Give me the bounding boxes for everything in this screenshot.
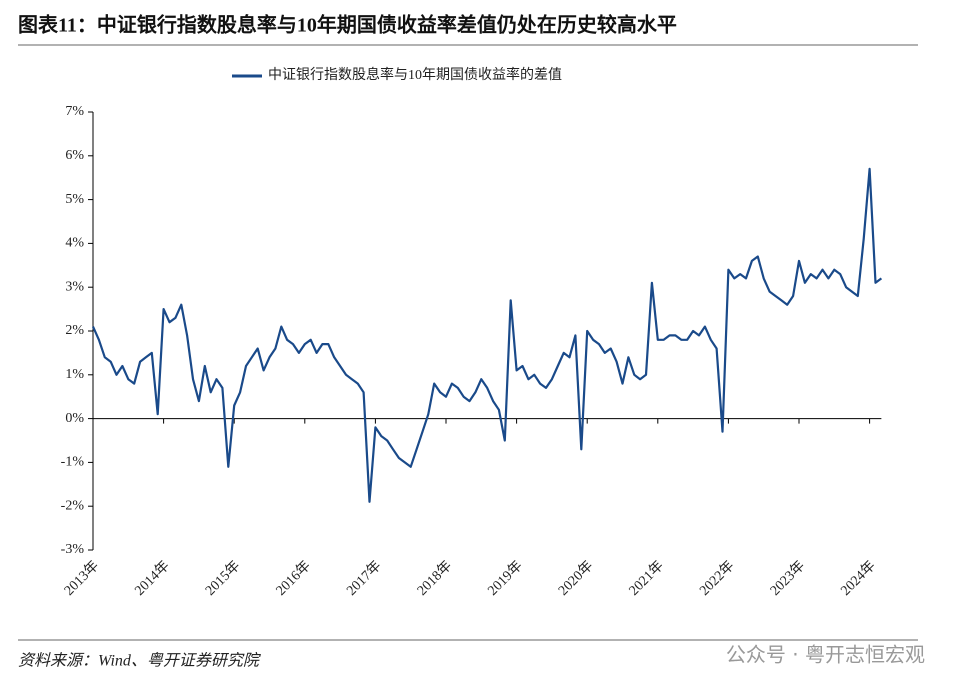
y-tick-label: 4%	[65, 236, 84, 251]
y-tick-label: 6%	[65, 148, 84, 163]
data-line	[91, 167, 883, 503]
x-tick-label: 2024年	[838, 558, 879, 599]
y-tick-label: 7%	[65, 104, 84, 119]
x-tick-label: 2022年	[696, 558, 737, 599]
y-tick-label: -1%	[61, 455, 85, 470]
x-tick-label: 2023年	[767, 558, 808, 599]
x-tick-label: 2018年	[414, 558, 455, 599]
y-tick-label: 3%	[65, 279, 84, 294]
y-tick-label: 0%	[65, 411, 84, 426]
y-tick-label: 2%	[65, 323, 84, 338]
y-tick-label: 5%	[65, 192, 84, 207]
y-tick-label: -3%	[61, 542, 85, 557]
x-tick-label: 2017年	[343, 558, 384, 599]
x-tick-label: 2020年	[555, 558, 596, 599]
y-tick-label: 1%	[65, 367, 84, 382]
x-tick-label: 2013年	[61, 558, 102, 599]
legend-label: 中证银行指数股息率与10年期国债收益率的差值	[268, 66, 562, 83]
x-tick-label: 2021年	[626, 558, 667, 599]
x-tick-label: 2019年	[485, 558, 526, 599]
chart-title: 图表11：中证银行指数股息率与10年期国债收益率差值仍处在历史较高水平	[18, 13, 677, 37]
source: 资料来源：Wind、粤开证券研究院	[18, 652, 262, 670]
x-tick-label: 2016年	[273, 558, 314, 599]
y-tick-label: -2%	[61, 498, 85, 513]
x-tick-label: 2014年	[132, 558, 173, 599]
x-tick-label: 2015年	[202, 558, 243, 599]
watermark: 公众号 · 粤开志恒宏观	[726, 643, 925, 667]
